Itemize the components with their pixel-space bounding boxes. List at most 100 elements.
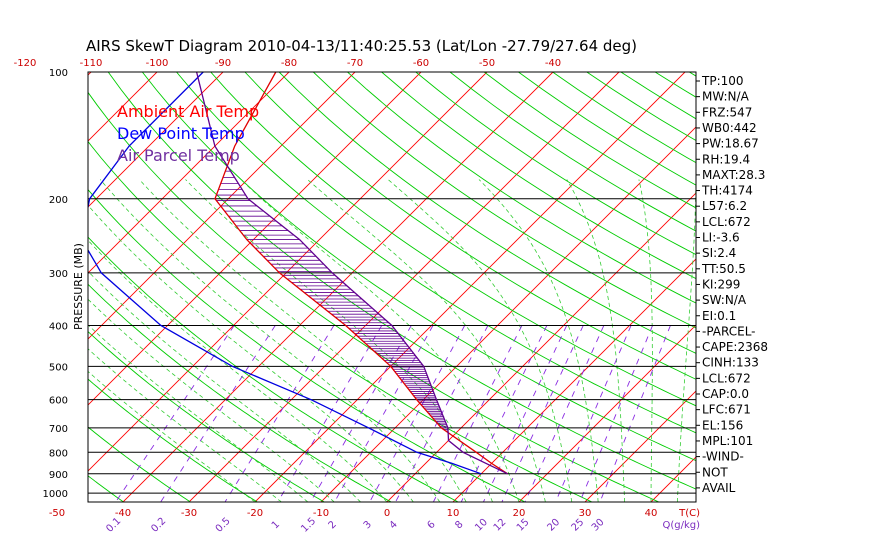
dry-adiabat-line — [88, 475, 124, 502]
bottom-temp-tick-label: 0 — [384, 508, 390, 519]
pressure-tick-label: 700 — [49, 424, 68, 435]
dry-adiabat-line — [415, 72, 696, 256]
legend-entry: Air Parcel Temp — [117, 146, 240, 165]
top-temp-tick-label: -70 — [347, 58, 363, 69]
dry-adiabat-line — [347, 72, 696, 304]
bottom-temp-tick-label: 40 — [645, 508, 658, 519]
mixing-ratio-tick-label: 0.5 — [214, 516, 233, 535]
dry-adiabat-line — [210, 72, 696, 407]
parcel-temp-line — [195, 72, 508, 475]
sounding-index: MAXT:28.3 — [702, 168, 765, 182]
dry-adiabat-line — [88, 91, 660, 502]
mixing-ratio-line — [599, 325, 671, 502]
isotherm-line — [320, 126, 696, 502]
sounding-index: KI:299 — [702, 277, 740, 291]
pressure-tick-label: 600 — [49, 396, 68, 407]
dry-adiabat-line — [88, 426, 191, 502]
legend: Ambient Air Temp Dew Point Temp Air Parcel… — [117, 102, 259, 165]
sounding-index: CINH:133 — [702, 356, 759, 370]
bottom-temp-tick-label: -40 — [115, 508, 131, 519]
sounding-index: WB0:442 — [702, 121, 757, 135]
legend-entry: Ambient Air Temp — [117, 102, 259, 121]
mixing-ratio-tick-label: 1 — [270, 519, 282, 531]
sounding-index: TT:50.5 — [701, 262, 746, 276]
mixing-ratio-line — [524, 325, 605, 502]
isotherm-line — [88, 72, 224, 208]
cape-hatching — [216, 170, 449, 432]
sounding-index: TH:4174 — [701, 184, 753, 198]
y-axis-label: PRESSURE (MB) — [72, 243, 85, 330]
top-temp-tick-label: -100 — [146, 58, 169, 69]
isotherm-line — [88, 72, 422, 406]
isotherm-line — [386, 192, 696, 502]
mixing-ratio-tick-label: 25 — [570, 517, 587, 534]
sounding-index: LFC:671 — [702, 403, 751, 417]
dry-adiabat-line — [88, 330, 325, 502]
mixing-ratio-tick-label: 4 — [388, 519, 400, 531]
sounding-index: FRZ:547 — [702, 105, 752, 119]
mixing-ratio-tick-label: 30 — [590, 517, 607, 534]
dry-adiabat-line — [88, 378, 258, 502]
pressure-tick-label: 500 — [49, 362, 68, 373]
mixing-ratio-unit: Q(g/kg) — [662, 520, 700, 531]
isotherm-line — [188, 72, 620, 502]
isotherm-line — [88, 72, 356, 340]
mixing-ratio-line — [310, 325, 412, 502]
mixing-ratio-line — [555, 325, 632, 502]
dry-adiabat-line — [381, 72, 696, 280]
dry-adiabat-line — [107, 72, 696, 490]
dry-adiabat-line — [518, 72, 696, 186]
moist-adiabat-line — [99, 179, 441, 502]
sounding-index: LI:-3.6 — [702, 231, 740, 245]
isotherm-line — [122, 72, 554, 502]
isobars — [88, 198, 696, 494]
bottom-temp-tick-label: -20 — [247, 508, 263, 519]
isotherm-line — [783, 72, 870, 502]
pressure-tick-label: 400 — [49, 322, 68, 333]
dry-adiabat-line — [88, 283, 392, 502]
mixing-ratio-tick-label: 10 — [473, 517, 490, 534]
mixing-ratio-line — [432, 325, 523, 502]
mixing-ratio-line — [460, 325, 548, 502]
sounding-index: LCL:672 — [702, 215, 751, 229]
mixing-ratio-tick-label: 20 — [545, 517, 562, 534]
sounding-index: TP:100 — [701, 74, 744, 88]
dew-point-line — [88, 72, 482, 475]
sounding-index: EI:0.1 — [702, 309, 736, 323]
mixing-ratio-line — [482, 325, 568, 502]
sounding-index: RH:19.4 — [702, 152, 750, 166]
pressure-tick-label: 200 — [49, 195, 68, 206]
sounding-index: MPL:101 — [702, 434, 753, 448]
mixing-ratio-tick-label: 15 — [515, 517, 532, 534]
bottom-temp-tick-label: 10 — [447, 508, 460, 519]
bottom-temp-tick-label: 20 — [513, 508, 526, 519]
sounding-index: LCL:672 — [702, 371, 751, 385]
moist-adiabat-line — [88, 370, 256, 502]
pressure-tick-label: 800 — [49, 448, 68, 459]
bottom-temp-tick-label: -10 — [313, 508, 329, 519]
moist-adiabat-line — [307, 179, 546, 502]
pressure-tick-label: 900 — [49, 470, 68, 481]
mixing-ratio-tick-label: 6 — [425, 519, 437, 531]
top-temp-tick-label: -40 — [545, 58, 561, 69]
legend-entry: Dew Point Temp — [117, 124, 245, 143]
dry-adiabat-line — [244, 72, 696, 380]
dry-adiabat-line — [758, 72, 870, 502]
mixing-ratio-line — [579, 325, 653, 502]
isotherm-line — [518, 324, 696, 502]
moist-adiabat-line — [240, 179, 520, 502]
sounding-index: SI:2.4 — [702, 246, 736, 260]
pressure-tick-label: 1000 — [43, 489, 68, 500]
sounding-index: CAPE:2368 — [702, 340, 768, 354]
mixing-ratio-line — [334, 325, 434, 502]
sounding-index: CAP:0.0 — [702, 387, 749, 401]
pressure-tick-label: 100 — [49, 68, 68, 79]
isotherm-line — [88, 72, 488, 472]
top-temp-tick-label: -110 — [80, 58, 103, 69]
ambient-temp-line — [214, 72, 508, 475]
mixing-ratio-tick-label: 0.2 — [149, 516, 168, 535]
isotherm-line — [452, 258, 696, 502]
bottom-temp-tick-label: 30 — [579, 508, 592, 519]
temp-axis-unit: T(C) — [678, 508, 700, 519]
